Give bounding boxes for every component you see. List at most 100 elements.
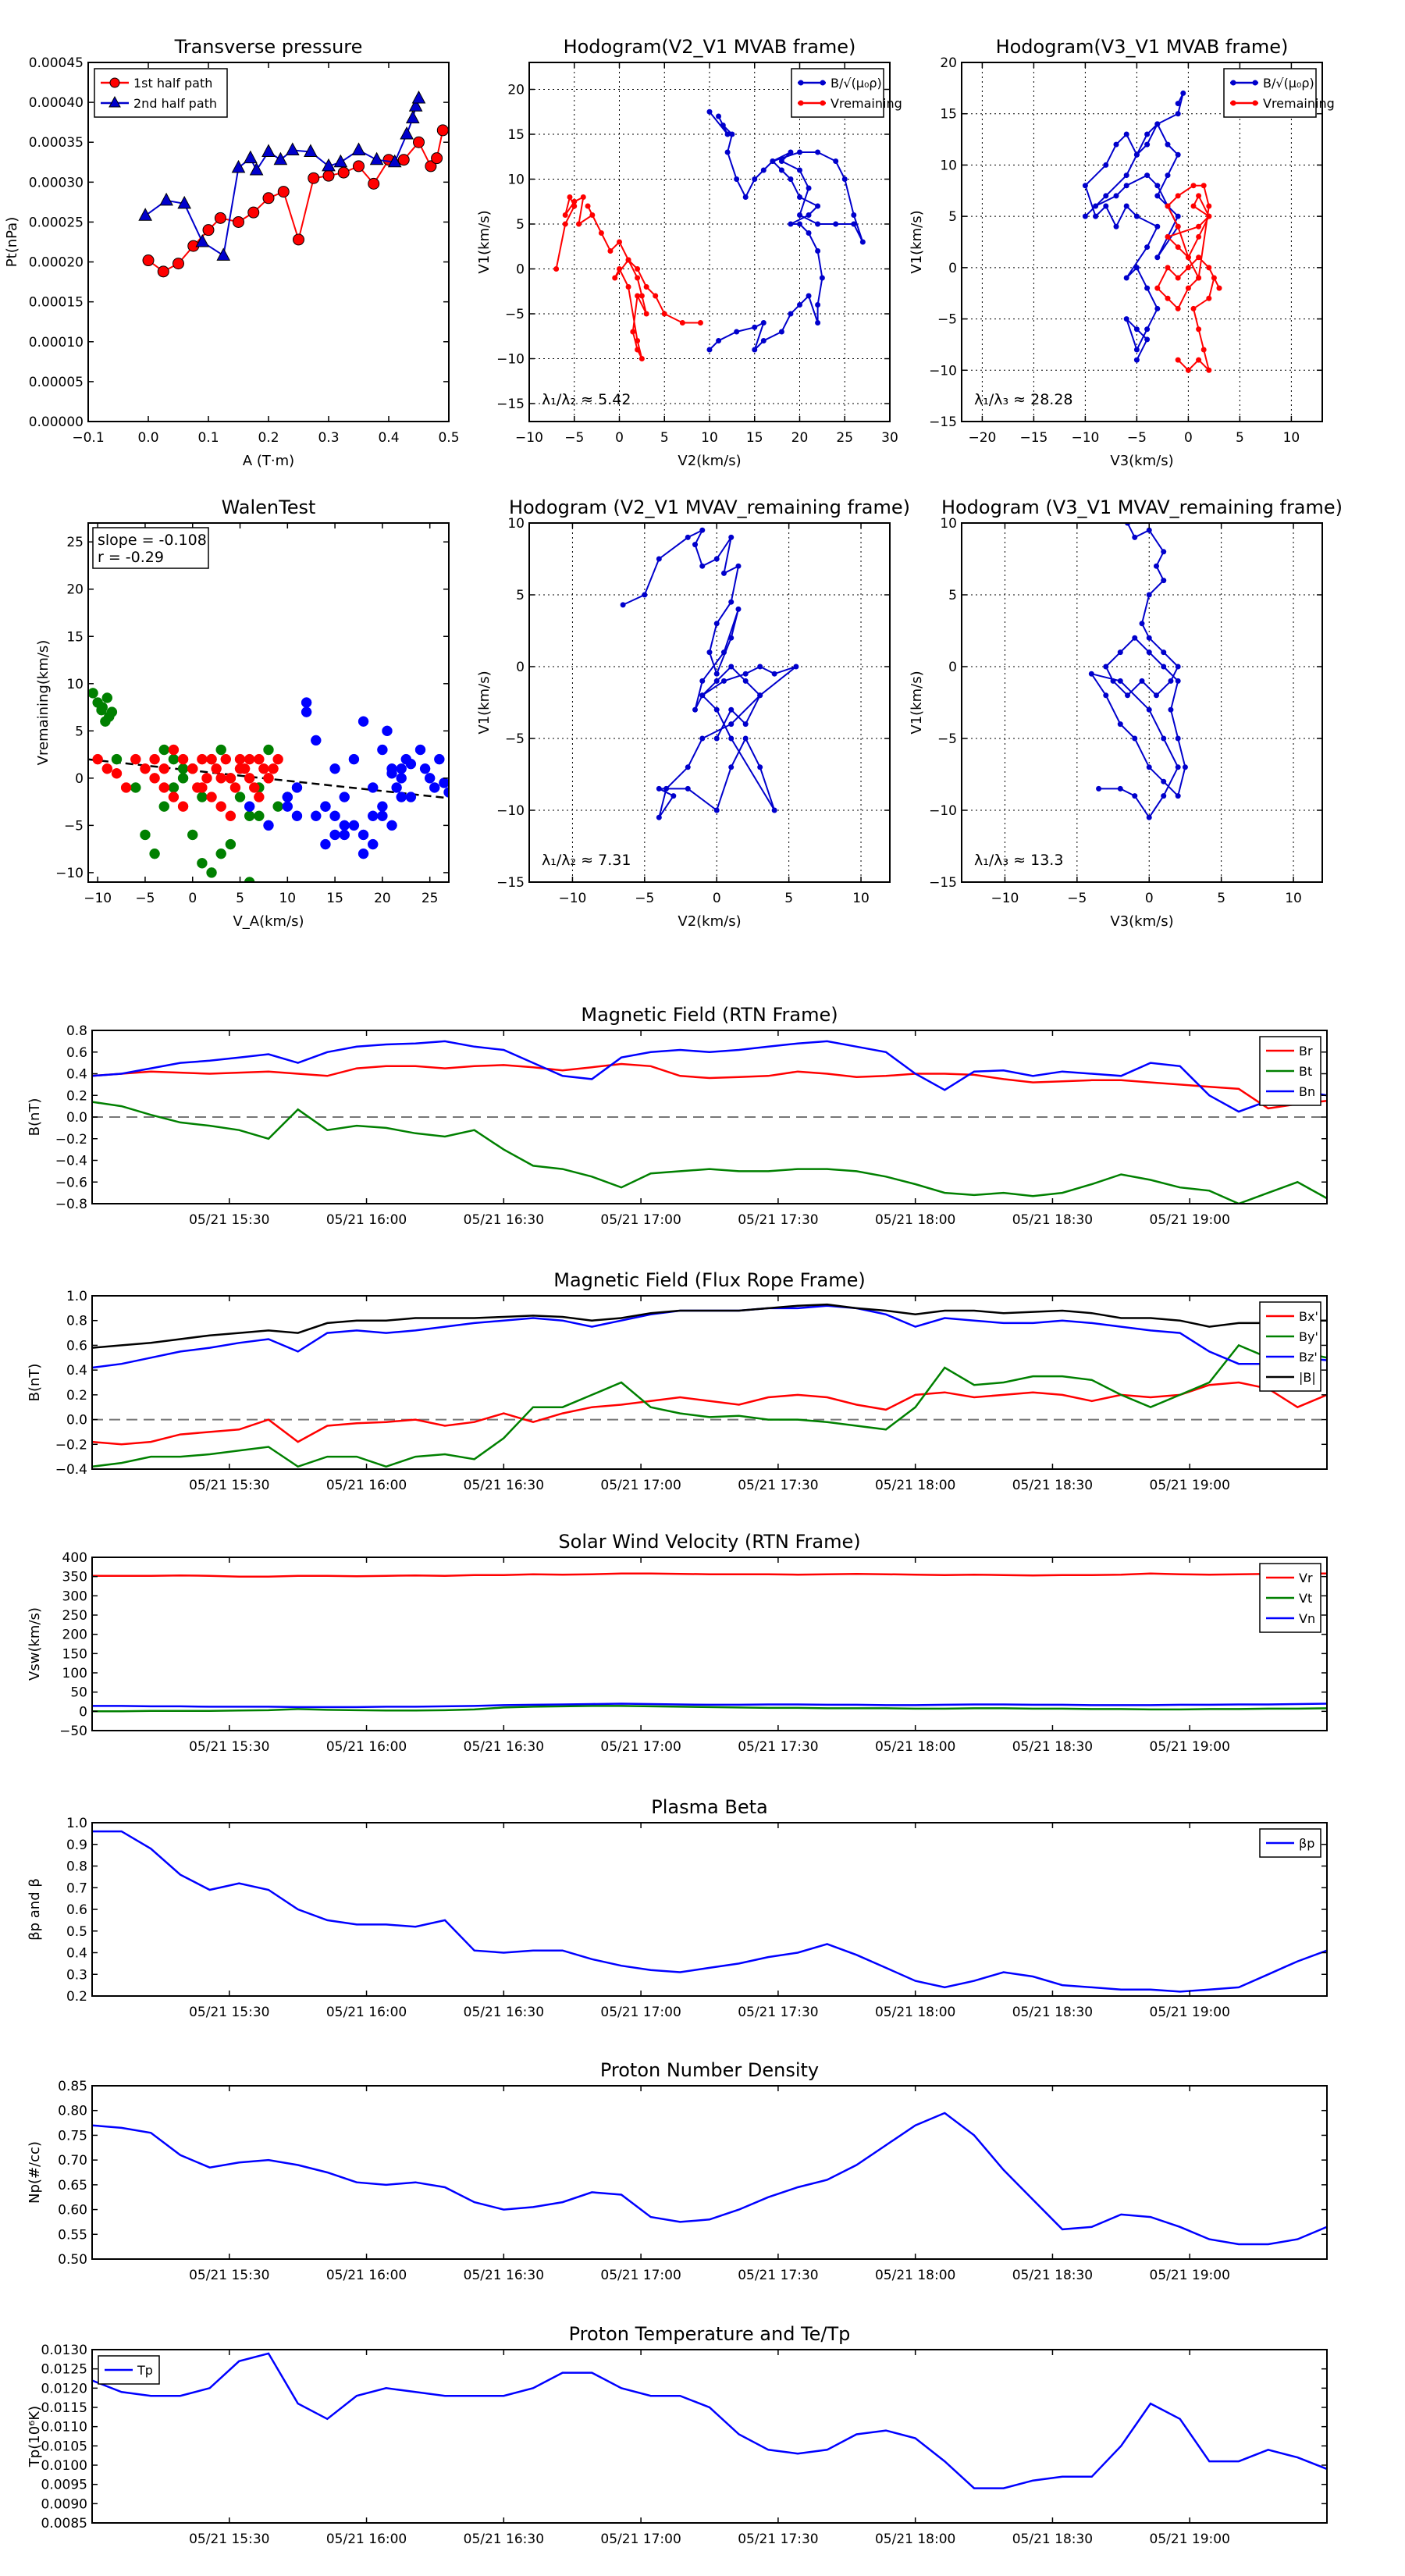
x-tick-label: 10 xyxy=(852,891,870,906)
x-tick-label: 05/21 16:00 xyxy=(326,1739,407,1755)
data-point xyxy=(1165,295,1171,301)
data-point xyxy=(1125,692,1131,699)
x-tick-label: −5 xyxy=(1067,891,1087,906)
data-point xyxy=(177,801,189,812)
y-tick-label: 0.00005 xyxy=(29,375,84,390)
data-point xyxy=(244,801,255,812)
chart-bfield-fr: Magnetic Field (Flux Rope Frame) −0.4 −0.2… xyxy=(27,1269,1328,1493)
legend-label: Vremaining xyxy=(831,96,902,111)
data-point xyxy=(1190,305,1197,311)
chart-title: Magnetic Field (Flux Rope Frame) xyxy=(553,1269,865,1291)
data-point xyxy=(728,721,735,728)
y-tick-label: 0.00010 xyxy=(29,335,84,350)
data-point xyxy=(607,248,614,254)
data-point xyxy=(724,131,731,137)
data-point xyxy=(367,810,379,822)
series-line-3 xyxy=(92,1303,1327,1349)
y-tick-label: 0.55 xyxy=(58,2227,87,2243)
data-point xyxy=(215,773,226,784)
data-point xyxy=(778,167,784,173)
data-point xyxy=(130,753,141,765)
data-point xyxy=(158,801,170,812)
x-tick-label: 05/21 18:00 xyxy=(875,1212,955,1228)
data-point xyxy=(419,763,431,774)
x-tick-label: 05/21 19:00 xyxy=(1150,2532,1230,2547)
x-axis-label: V3(km/s) xyxy=(1110,453,1173,469)
chart-title: Magnetic Field (RTN Frame) xyxy=(581,1004,838,1026)
y-tick-label: 0.0090 xyxy=(41,2496,87,2512)
data-point xyxy=(1123,131,1129,137)
data-point xyxy=(408,98,423,112)
y-tick-label: 0.5 xyxy=(66,1924,87,1940)
data-point xyxy=(571,198,578,205)
data-point xyxy=(833,221,839,227)
y-tick-label: 10 xyxy=(507,173,525,188)
data-point xyxy=(815,221,821,227)
y-tick-label: 0.4 xyxy=(66,1946,87,1962)
data-point xyxy=(788,221,794,227)
plot-frame xyxy=(528,522,891,883)
data-point xyxy=(1154,285,1161,291)
data-point xyxy=(96,704,107,716)
series-line-1 xyxy=(92,1343,1327,1468)
data-point xyxy=(1165,141,1171,148)
data-point xyxy=(1144,285,1151,291)
plot-frame xyxy=(91,2085,1328,2260)
y-tick-label: −5 xyxy=(64,818,84,834)
data-point xyxy=(1123,316,1129,322)
plot-frame xyxy=(91,2349,1328,2524)
data-point xyxy=(1190,183,1197,189)
data-point xyxy=(140,763,151,774)
x-tick-label: 05/21 17:30 xyxy=(738,2268,818,2283)
y-tick-label: 0 xyxy=(948,660,957,675)
y-tick-label: 0.00045 xyxy=(29,55,84,71)
data-point xyxy=(225,838,237,850)
data-point xyxy=(1165,233,1171,240)
legend-marker xyxy=(1252,100,1258,106)
data-point xyxy=(206,867,217,878)
data-point xyxy=(742,194,749,200)
data-point xyxy=(1144,131,1151,137)
legend-label: Bx' xyxy=(1299,1309,1318,1324)
data-point xyxy=(244,150,258,164)
data-point xyxy=(333,154,348,168)
data-point xyxy=(617,239,622,245)
data-point xyxy=(734,329,740,335)
x-tick-label: 05/21 18:00 xyxy=(875,2268,955,2283)
legend-marker xyxy=(1230,80,1236,86)
data-point xyxy=(656,785,662,792)
data-point xyxy=(231,159,246,173)
data-point xyxy=(752,324,758,330)
data-point xyxy=(215,744,226,756)
data-point xyxy=(1144,141,1151,148)
data-point xyxy=(713,735,720,742)
series-line-2 xyxy=(92,1703,1327,1709)
data-point xyxy=(728,599,735,605)
data-point xyxy=(1175,357,1181,363)
x-axis-label: A (T·m) xyxy=(243,453,294,469)
data-point xyxy=(229,782,241,793)
data-point xyxy=(111,768,123,779)
data-point xyxy=(742,671,749,677)
legend-marker xyxy=(820,80,826,86)
data-point xyxy=(851,221,857,227)
data-point xyxy=(177,195,192,209)
data-point xyxy=(576,221,582,227)
data-point xyxy=(216,247,231,261)
x-tick-label: 05/21 16:30 xyxy=(464,2532,544,2547)
data-point xyxy=(1196,233,1202,240)
y-tick-label: 0.0130 xyxy=(41,2343,87,2358)
data-point xyxy=(1175,678,1181,684)
x-tick-label: 05/21 15:30 xyxy=(189,1739,269,1755)
y-tick-label: −50 xyxy=(59,1724,87,1739)
legend-label: B/√(μ₀ρ) xyxy=(831,76,882,91)
data-point xyxy=(400,126,414,140)
legend-marker xyxy=(108,95,121,108)
data-point xyxy=(797,221,802,227)
x-tick-label: 05/21 17:30 xyxy=(738,1739,818,1755)
y-tick-label: −15 xyxy=(929,875,957,891)
data-point xyxy=(101,763,113,774)
data-point xyxy=(589,212,596,218)
series-line-0 xyxy=(92,1381,1327,1446)
series-line-0 xyxy=(1084,92,1184,361)
